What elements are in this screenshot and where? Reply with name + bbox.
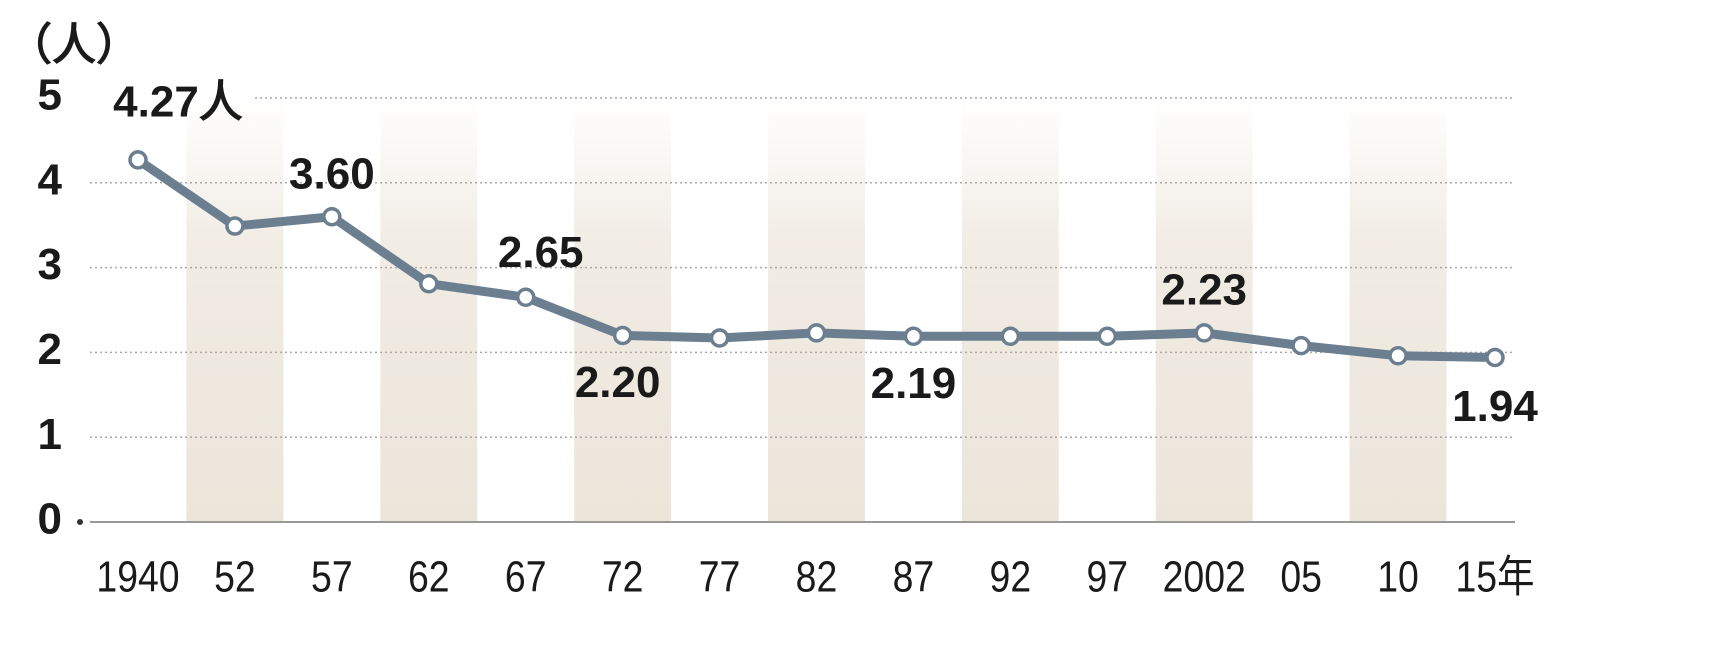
- point: [1388, 346, 1408, 366]
- x-tick-label: 15年: [1456, 552, 1535, 602]
- x-tick-label: 87: [893, 552, 935, 602]
- band: [1155, 98, 1253, 522]
- value-label: 1.94: [1452, 382, 1538, 431]
- x-tick-label: 92: [990, 552, 1032, 602]
- point: [612, 325, 633, 346]
- point: [1485, 347, 1505, 368]
- point: [1194, 323, 1214, 343]
- value-label: 2.23: [1161, 266, 1247, 315]
- x-tick-label: 72: [602, 552, 644, 602]
- y-tick-label: 0: [38, 495, 62, 544]
- band: [768, 98, 865, 522]
- y-tick-label: 5: [38, 71, 62, 120]
- x-tick-label: 62: [408, 552, 450, 602]
- band: [186, 98, 284, 522]
- x-tick-label: 2002: [1163, 552, 1246, 602]
- x-tick-label: 57: [311, 552, 353, 602]
- point: [128, 150, 148, 170]
- value-label: 4.27人: [113, 78, 243, 127]
- x-tick-label: 05: [1280, 552, 1322, 602]
- point: [1097, 326, 1118, 347]
- y-tick-label: 1: [38, 410, 62, 459]
- point: [1291, 335, 1311, 356]
- y-tick-label: 3: [38, 240, 62, 289]
- point: [806, 323, 827, 343]
- background-bands: [186, 98, 1447, 522]
- baseline-dot: [77, 519, 83, 525]
- band: [961, 98, 1059, 522]
- value-label: 2.65: [498, 228, 584, 277]
- x-tick-label: 77: [699, 552, 741, 602]
- point: [419, 273, 439, 294]
- x-tick-label: 10: [1377, 552, 1419, 602]
- band: [574, 98, 672, 522]
- point: [1000, 326, 1021, 347]
- value-label: 2.19: [871, 359, 957, 408]
- x-tick-label: 1940: [96, 552, 179, 602]
- y-tick-label: 4: [38, 155, 63, 204]
- value-label: 2.20: [575, 358, 661, 407]
- band: [380, 98, 478, 522]
- x-tick-label: 67: [505, 552, 547, 602]
- point: [709, 328, 730, 348]
- value-label: 3.60: [289, 149, 375, 198]
- point: [225, 216, 245, 236]
- x-tick-label: 52: [214, 552, 256, 602]
- point: [515, 287, 536, 308]
- y-tick-label: 2: [38, 325, 62, 374]
- x-tick-label: 97: [1086, 552, 1128, 602]
- band: [1349, 98, 1447, 522]
- y-axis-label: （人）: [8, 21, 140, 70]
- x-tick-label: 82: [796, 552, 838, 602]
- point: [903, 326, 924, 347]
- point: [322, 206, 342, 227]
